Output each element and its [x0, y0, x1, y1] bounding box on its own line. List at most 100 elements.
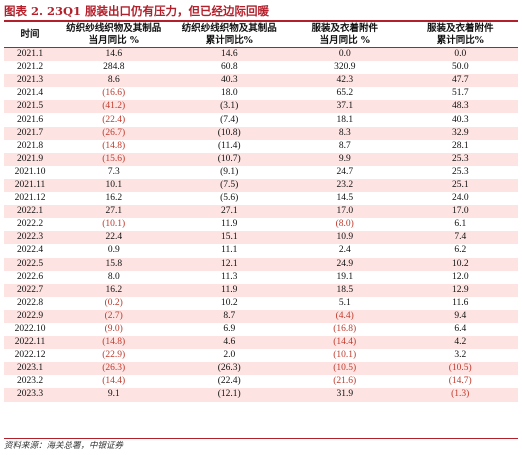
table-row: 2021.6 (22.4) (7.4) 18.1 40.3 — [4, 113, 518, 127]
cell-textile-cumulative: 27.1 — [171, 205, 287, 219]
table-row: 2021.1 14.6 14.6 0.0 0.0 — [4, 47, 518, 62]
cell-time: 2022.10 — [4, 322, 56, 337]
cell-apparel-cumulative: 25.3 — [402, 152, 518, 166]
cell-apparel-monthly: 2.4 — [287, 244, 403, 258]
cell-time: 2021.4 — [4, 87, 56, 101]
cell-apparel-cumulative: 47.7 — [402, 74, 518, 88]
cell-apparel-monthly: 42.3 — [287, 74, 403, 88]
cell-textile-cumulative: (7.4) — [171, 113, 287, 127]
cell-apparel-monthly: (4.4) — [287, 309, 403, 323]
cell-time: 2021.3 — [4, 74, 56, 88]
cell-apparel-cumulative: 12.9 — [402, 283, 518, 297]
cell-textile-monthly: (14.8) — [56, 139, 172, 153]
cell-apparel-monthly: 14.5 — [287, 192, 403, 206]
cell-apparel-monthly: 23.2 — [287, 178, 403, 193]
cell-apparel-cumulative: 0.0 — [402, 47, 518, 62]
cell-apparel-cumulative: 9.4 — [402, 309, 518, 323]
cell-textile-cumulative: (12.1) — [171, 388, 287, 402]
cell-textile-cumulative: 12.1 — [171, 257, 287, 271]
cell-textile-cumulative: (5.6) — [171, 192, 287, 206]
cell-apparel-cumulative: (10.5) — [402, 362, 518, 376]
cell-textile-monthly: (2.7) — [56, 309, 172, 323]
source-note: 资料来源：海关总署，中银证券 — [4, 441, 124, 451]
cell-apparel-monthly: (10.1) — [287, 349, 403, 363]
cell-textile-cumulative: 60.8 — [171, 61, 287, 75]
cell-textile-monthly: (0.2) — [56, 296, 172, 310]
cell-textile-monthly: 14.6 — [56, 47, 172, 62]
cell-apparel-cumulative: 48.3 — [402, 100, 518, 114]
cell-textile-cumulative: 11.1 — [171, 244, 287, 258]
cell-textile-monthly: 27.1 — [56, 205, 172, 219]
cell-apparel-monthly: 9.9 — [287, 152, 403, 166]
cell-apparel-cumulative: 12.0 — [402, 270, 518, 284]
cell-apparel-cumulative: 4.2 — [402, 336, 518, 350]
cell-textile-cumulative: (10.8) — [171, 126, 287, 140]
cell-apparel-monthly: (14.4) — [287, 336, 403, 350]
table-row: 2022.9 (2.7) 8.7 (4.4) 9.4 — [4, 309, 518, 323]
table-row: 2022.10 (9.0) 6.9 (16.8) 6.4 — [4, 322, 518, 337]
figure-title: 图表 2. 23Q1 服装出口仍有压力，但已经边际回暖 — [4, 4, 270, 18]
cell-textile-monthly: (15.6) — [56, 152, 172, 166]
cell-time: 2022.9 — [4, 309, 56, 323]
cell-textile-cumulative: 11.9 — [171, 283, 287, 297]
cell-textile-cumulative: (26.3) — [171, 362, 287, 376]
cell-textile-cumulative: (11.4) — [171, 139, 287, 153]
cell-apparel-cumulative: 6.1 — [402, 218, 518, 232]
cell-textile-monthly: 16.2 — [56, 283, 172, 297]
cell-textile-monthly: (41.2) — [56, 100, 172, 114]
cell-textile-monthly: (16.6) — [56, 87, 172, 101]
table-row: 2022.3 22.4 15.1 10.9 7.4 — [4, 231, 518, 245]
cell-textile-monthly: (14.8) — [56, 336, 172, 350]
cell-textile-monthly: (10.1) — [56, 218, 172, 232]
cell-textile-monthly: 7.3 — [56, 165, 172, 179]
cell-time: 2023.1 — [4, 362, 56, 376]
cell-time: 2022.6 — [4, 270, 56, 284]
export-growth-table: 时间 纺织纱线织物及其制品 当月同比 % 纺织纱线织物及其制品 累计同比% 服装… — [4, 22, 518, 402]
header-time: 时间 — [4, 22, 56, 48]
cell-apparel-monthly: 37.1 — [287, 100, 403, 114]
cell-textile-monthly: (22.4) — [56, 113, 172, 127]
cell-time: 2021.2 — [4, 61, 56, 75]
cell-apparel-cumulative: 25.1 — [402, 178, 518, 193]
table-row: 2022.7 16.2 11.9 18.5 12.9 — [4, 283, 518, 297]
table-row: 2022.6 8.0 11.3 19.1 12.0 — [4, 270, 518, 284]
table-row: 2022.11 (14.8) 4.6 (14.4) 4.2 — [4, 336, 518, 350]
cell-textile-cumulative: 2.0 — [171, 349, 287, 363]
cell-apparel-monthly: (16.8) — [287, 322, 403, 337]
cell-apparel-cumulative: 24.0 — [402, 192, 518, 206]
cell-apparel-cumulative: 6.4 — [402, 322, 518, 337]
cell-textile-cumulative: 4.6 — [171, 336, 287, 350]
table-row: 2023.3 9.1 (12.1) 31.9 (1.3) — [4, 388, 518, 402]
cell-time: 2021.9 — [4, 152, 56, 166]
cell-textile-cumulative: 11.3 — [171, 270, 287, 284]
cell-apparel-monthly: (8.0) — [287, 218, 403, 232]
cell-time: 2021.1 — [4, 47, 56, 62]
cell-apparel-monthly: 18.1 — [287, 113, 403, 127]
cell-apparel-cumulative: 28.1 — [402, 139, 518, 153]
header-apparel-monthly: 服装及衣着附件 当月同比 % — [287, 22, 403, 48]
cell-textile-cumulative: (10.7) — [171, 152, 287, 166]
table-row: 2022.4 0.9 11.1 2.4 6.2 — [4, 244, 518, 258]
cell-textile-cumulative: 15.1 — [171, 231, 287, 245]
cell-apparel-cumulative: 7.4 — [402, 231, 518, 245]
cell-time: 2023.2 — [4, 375, 56, 389]
header-row: 时间 纺织纱线织物及其制品 当月同比 % 纺织纱线织物及其制品 累计同比% 服装… — [4, 22, 518, 48]
title-divider — [4, 20, 518, 22]
cell-time: 2023.3 — [4, 388, 56, 402]
cell-apparel-monthly: 24.9 — [287, 257, 403, 271]
cell-apparel-cumulative: 6.2 — [402, 244, 518, 258]
cell-apparel-monthly: 0.0 — [287, 47, 403, 62]
cell-apparel-monthly: 19.1 — [287, 270, 403, 284]
cell-textile-cumulative: (9.1) — [171, 165, 287, 179]
cell-textile-cumulative: 11.9 — [171, 218, 287, 232]
cell-textile-monthly: 15.8 — [56, 257, 172, 271]
table-row: 2023.2 (14.4) (22.4) (21.6) (14.7) — [4, 375, 518, 389]
cell-apparel-cumulative: 11.6 — [402, 296, 518, 310]
cell-textile-cumulative: (3.1) — [171, 100, 287, 114]
cell-apparel-monthly: 31.9 — [287, 388, 403, 402]
cell-textile-monthly: (26.7) — [56, 126, 172, 140]
cell-apparel-monthly: 24.7 — [287, 165, 403, 179]
table-row: 2022.5 15.8 12.1 24.9 10.2 — [4, 257, 518, 271]
cell-apparel-cumulative: 40.3 — [402, 113, 518, 127]
cell-textile-monthly: 9.1 — [56, 388, 172, 402]
